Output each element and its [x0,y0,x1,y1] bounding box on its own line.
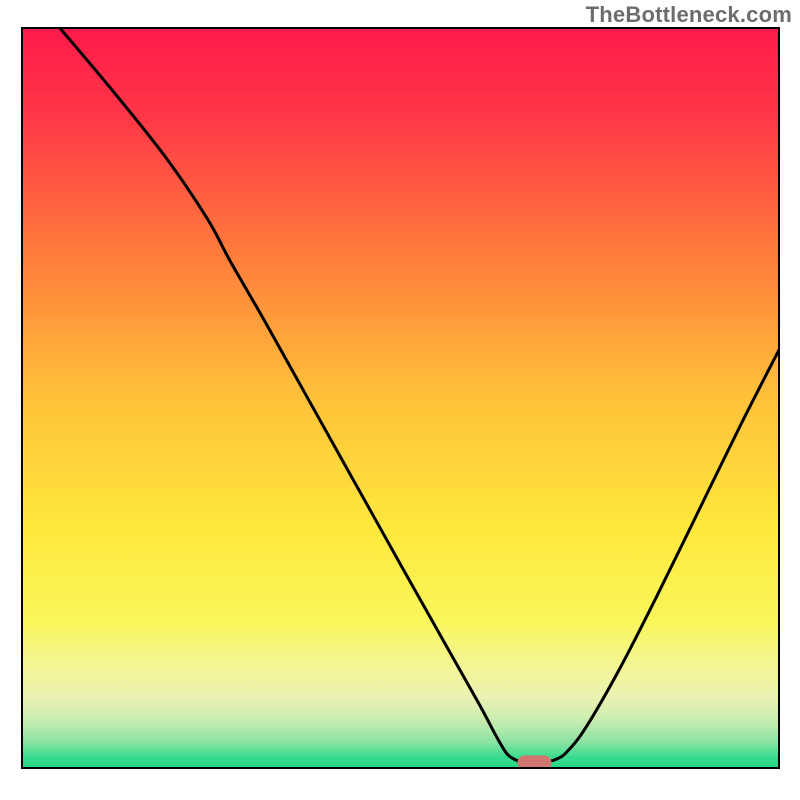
bottleneck-chart [0,0,800,800]
watermark-text: TheBottleneck.com [586,2,792,28]
gradient-background [22,28,779,768]
chart-container: TheBottleneck.com [0,0,800,800]
plot-area [22,28,779,770]
